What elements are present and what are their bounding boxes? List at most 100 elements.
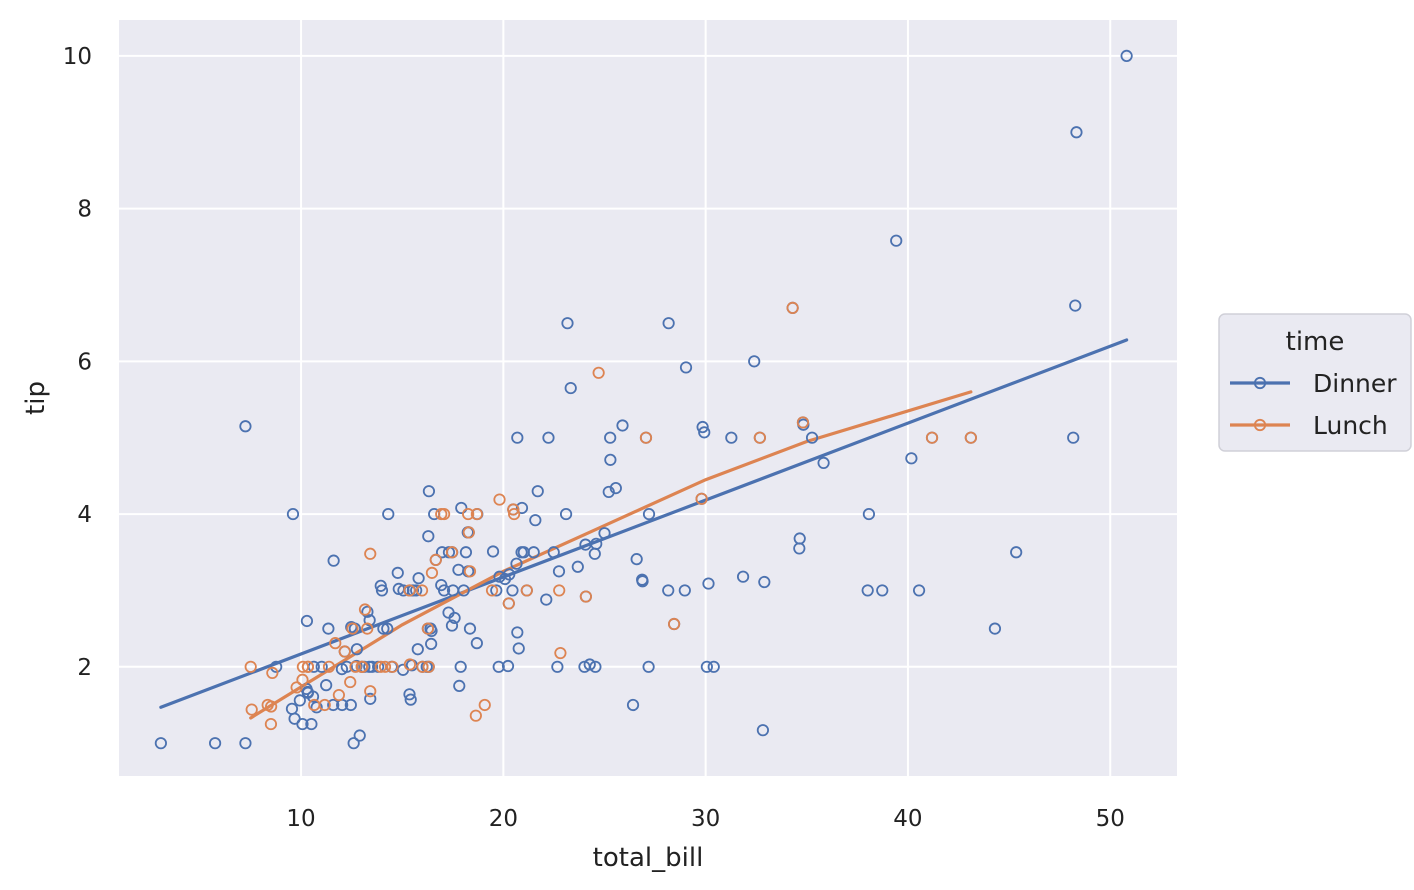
- point-dinner: [630, 553, 643, 566]
- point-dinner: [404, 693, 417, 706]
- point-lunch: [364, 685, 377, 698]
- point-dinner: [636, 573, 649, 586]
- point-dinner: [662, 317, 675, 330]
- data-points: [154, 49, 1133, 750]
- point-dinner: [322, 622, 335, 635]
- point-dinner: [511, 626, 524, 639]
- legend-marker-dinner: [1253, 376, 1267, 390]
- point-lunch: [462, 526, 475, 539]
- point-dinner: [239, 420, 252, 433]
- point-dinner: [700, 660, 713, 673]
- point-dinner: [912, 584, 926, 597]
- point-dinner: [512, 642, 525, 655]
- point-lunch: [502, 597, 515, 610]
- point-dinner: [571, 560, 584, 573]
- point-dinner: [604, 453, 617, 466]
- x-tick-label: 10: [286, 806, 315, 832]
- point-dinner: [403, 688, 416, 701]
- point-lunch: [796, 416, 810, 429]
- point-lunch: [493, 493, 506, 506]
- point-dinner: [305, 717, 318, 731]
- point-lunch: [425, 566, 439, 579]
- point-dinner: [306, 690, 320, 703]
- tick-labels: 10 20 30 40 50 2 4 6 8 10: [63, 44, 1125, 832]
- point-dinner: [406, 584, 420, 597]
- point-dinner: [455, 501, 468, 515]
- point-lunch: [592, 366, 605, 379]
- x-tick-label: 20: [489, 806, 518, 832]
- point-dinner: [551, 660, 564, 673]
- point-dinner: [748, 355, 761, 368]
- point-dinner: [604, 431, 617, 444]
- point-dinner: [293, 694, 306, 707]
- point-lunch: [463, 565, 477, 578]
- point-dinner: [590, 537, 603, 550]
- point-dinner: [598, 527, 611, 540]
- point-dinner: [626, 698, 640, 712]
- x-axis-label: total_bill: [593, 843, 704, 873]
- point-dinner: [552, 565, 566, 578]
- point-dinner: [758, 575, 771, 589]
- point-lunch: [445, 546, 459, 559]
- point-dinner: [422, 530, 435, 543]
- point-lunch: [361, 622, 374, 635]
- y-tick-label: 2: [77, 655, 92, 681]
- point-dinner: [363, 614, 376, 627]
- point-lunch: [925, 431, 939, 444]
- legend: time Dinner Lunch: [1218, 313, 1412, 452]
- y-axis-label: tip: [21, 381, 51, 415]
- point-dinner: [510, 557, 523, 570]
- point-dinner: [679, 361, 693, 374]
- point-dinner: [391, 566, 404, 579]
- x-tick-label: 40: [893, 806, 922, 832]
- point-lunch: [378, 660, 392, 673]
- point-dinner: [696, 420, 709, 434]
- point-dinner: [817, 456, 830, 470]
- point-dinner: [1120, 49, 1133, 62]
- point-dinner: [320, 679, 333, 692]
- point-dinner: [542, 431, 555, 444]
- point-dinner: [540, 593, 553, 606]
- point-lunch: [266, 666, 279, 680]
- point-lunch: [753, 431, 766, 444]
- point-lunch: [553, 584, 566, 597]
- fit-line-dinner: [159, 338, 1129, 709]
- point-lunch: [338, 645, 351, 658]
- point-dinner: [501, 659, 515, 673]
- point-lunch: [346, 622, 359, 635]
- point-dinner: [344, 698, 357, 712]
- point-dinner: [511, 431, 524, 444]
- point-dinner: [490, 584, 503, 597]
- point-lunch: [344, 675, 357, 689]
- point-dinner: [561, 317, 574, 330]
- legend-title: time: [1286, 327, 1345, 357]
- y-tick-label: 6: [77, 349, 92, 375]
- point-dinner: [486, 545, 500, 558]
- fit-lines: [159, 338, 1129, 720]
- point-dinner: [361, 605, 374, 618]
- point-dinner: [411, 643, 424, 656]
- x-tick-label: 50: [1096, 806, 1125, 832]
- point-lunch: [355, 660, 368, 673]
- point-dinner: [353, 729, 366, 742]
- point-dinner: [347, 737, 360, 750]
- plot-background: [119, 20, 1177, 776]
- point-dinner: [446, 584, 460, 597]
- point-dinner: [296, 717, 309, 731]
- y-tick-label: 10: [63, 44, 92, 70]
- point-dinner: [616, 419, 629, 432]
- legend-marker-lunch: [1253, 418, 1267, 432]
- point-lunch: [349, 660, 362, 673]
- point-dinner: [1070, 126, 1083, 139]
- point-lunch: [554, 646, 567, 660]
- legend-label-dinner: Dinner: [1313, 369, 1397, 398]
- point-dinner: [988, 622, 1002, 635]
- point-dinner: [286, 507, 300, 521]
- legend-label-lunch: Lunch: [1313, 411, 1388, 440]
- point-lunch: [244, 660, 257, 673]
- point-dinner: [890, 234, 903, 247]
- point-dinner: [375, 584, 389, 597]
- point-dinner: [642, 507, 656, 521]
- point-dinner: [876, 584, 889, 597]
- point-dinner: [725, 431, 738, 444]
